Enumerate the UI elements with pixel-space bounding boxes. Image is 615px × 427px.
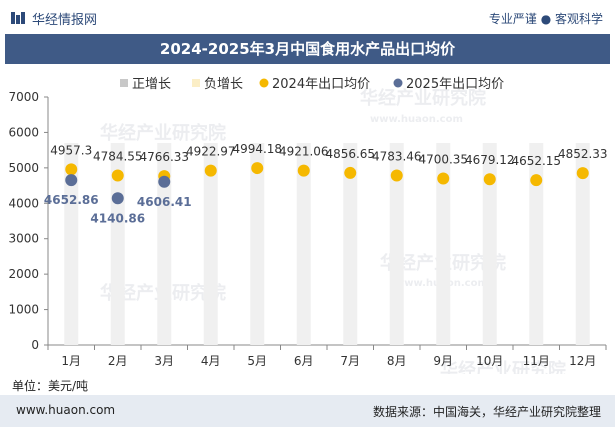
column-bar (482, 143, 497, 345)
brand[interactable]: 华经情报网 (10, 9, 98, 28)
y-tick-label: 5000 (8, 161, 39, 175)
legend-marker (259, 78, 269, 88)
data-label-2024: 4652.15 (511, 154, 561, 168)
data-label-2024: 4856.65 (325, 147, 375, 161)
huajing-logo-icon (11, 12, 25, 24)
x-tick-label: 1月 (61, 354, 81, 368)
legend-item[interactable]: 正增长 (120, 77, 171, 92)
point-2024[interactable] (530, 174, 543, 187)
point-2025[interactable] (158, 175, 171, 188)
watermark-url: www.huaon.com (370, 114, 463, 125)
column-bar (157, 143, 172, 345)
x-tick-label: 12月 (569, 354, 596, 368)
x-tick-label: 6月 (294, 354, 314, 368)
data-label-2024: 4679.12 (465, 153, 515, 167)
legend-label: 2024年出口均价 (272, 77, 370, 92)
y-tick-label: 6000 (8, 125, 39, 139)
unit-label: 单位：美元/吨 (12, 379, 89, 393)
point-2024[interactable] (204, 164, 217, 177)
footer-url[interactable]: www.huaon.com (16, 403, 116, 417)
point-2024[interactable] (576, 167, 589, 180)
brand-name: 华经情报网 (32, 12, 98, 28)
x-tick-label: 11月 (523, 354, 550, 368)
point-2024[interactable] (437, 172, 450, 185)
data-label-2024: 4784.55 (93, 149, 143, 163)
legend-item[interactable]: 2025年出口均价 (393, 77, 505, 92)
y-tick-label: 7000 (8, 90, 39, 104)
point-2024[interactable] (390, 169, 403, 182)
data-label-2024: 4922.97 (186, 145, 236, 159)
x-tick-label: 7月 (340, 354, 360, 368)
legend-swatch (192, 79, 200, 87)
column-bar (343, 143, 358, 345)
data-source: 数据来源：中国海关，华经产业研究院整理 (372, 405, 601, 419)
axes: 0 1000 2000 3000 4000 5000 6000 7000 1月 2月 3月 4月 5月 6… (8, 90, 607, 368)
column-bar (296, 143, 311, 345)
footer: www.huaon.com 数据来源：中国海关，华经产业研究院整理 (0, 395, 615, 427)
column-bar (436, 143, 451, 345)
tagline: 专业严谨 ● 客观科学 (488, 12, 603, 26)
data-label-2024: 4957.3 (50, 143, 92, 157)
legend-item[interactable]: 负增长 (192, 77, 243, 92)
y-tick-label: 1000 (8, 303, 39, 317)
point-2025[interactable] (111, 192, 124, 205)
data-label-2024: 4921.06 (279, 145, 329, 159)
header: 华经情报网 专业严谨 ● 客观科学 (0, 0, 615, 34)
column-bar (203, 143, 218, 345)
point-2024[interactable] (297, 164, 310, 177)
y-tick-label: 2000 (8, 267, 39, 281)
y-tick-label: 3000 (8, 232, 39, 246)
x-tick-label: 2月 (108, 354, 128, 368)
y-tick-label: 4000 (8, 196, 39, 210)
legend-swatch (120, 79, 128, 87)
legend-label: 2025年出口均价 (406, 77, 504, 92)
bars (64, 143, 590, 345)
watermark-text: 华经产业研究院 (360, 87, 486, 109)
x-tick-label: 9月 (433, 354, 453, 368)
point-2024[interactable] (344, 166, 357, 179)
x-tick-label: 5月 (247, 354, 267, 368)
legend-marker (393, 78, 403, 88)
x-tick-label: 8月 (387, 354, 407, 368)
data-label-2024: 4766.33 (139, 150, 189, 164)
data-label-2025: 4652.86 (44, 193, 99, 207)
data-label-2024: 4700.35 (418, 152, 468, 166)
point-2024[interactable] (111, 169, 124, 182)
data-label-2025: 4606.41 (137, 195, 192, 209)
data-label-2024: 4852.33 (558, 147, 608, 161)
legend-label: 正增长 (132, 77, 171, 92)
legend-label: 负增长 (204, 77, 243, 92)
x-tick-label: 4月 (201, 354, 221, 368)
column-bar (389, 143, 404, 345)
chart: 华经产业研究院华经产业研究院华经产业研究院华经产业研究院华经产业研究院www.h… (8, 77, 608, 374)
point-2024[interactable] (65, 163, 78, 176)
column-bar (575, 143, 590, 345)
x-tick-label: 3月 (154, 354, 174, 368)
point-2025[interactable] (65, 174, 78, 187)
data-label-2024: 4783.46 (372, 150, 422, 164)
legend: 正增长 负增长 2024年出口均价 2025年出口均价 (120, 77, 504, 92)
watermark-text: 华经产业研究院 (100, 122, 226, 144)
data-points (65, 162, 589, 205)
data-labels: 4957.3 4784.554766.334922.974994.184921.0… (44, 142, 608, 225)
column-bar (529, 143, 544, 345)
y-tick-label: 0 (31, 338, 39, 352)
point-2024[interactable] (251, 162, 264, 175)
watermark-text: 华经产业研究院 (440, 359, 566, 374)
data-label-2024: 4994.18 (232, 142, 282, 156)
point-2024[interactable] (483, 173, 496, 186)
chart-title: 2024-2025年3月中国食用水产品出口均价 (5, 34, 610, 64)
x-tick-label: 10月 (476, 354, 503, 368)
legend-item[interactable]: 2024年出口均价 (259, 77, 371, 92)
column-bar (64, 143, 79, 345)
column-bar (250, 143, 265, 345)
data-label-2025: 4140.86 (90, 211, 145, 225)
